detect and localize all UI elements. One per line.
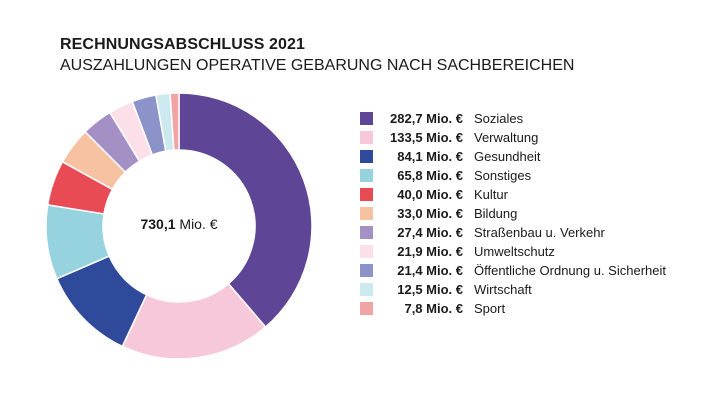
legend-item: 65,8 Mio. € Sonstiges bbox=[360, 166, 666, 185]
legend-item: 33,0 Mio. € Bildung bbox=[360, 204, 666, 223]
legend-swatch bbox=[360, 112, 373, 125]
legend-swatch bbox=[360, 245, 373, 258]
legend-item: 21,9 Mio. € Umweltschutz bbox=[360, 242, 666, 261]
legend-swatch bbox=[360, 150, 373, 163]
legend-label: Sport bbox=[474, 301, 506, 316]
legend-label: Öffentliche Ordnung u. Sicherheit bbox=[474, 263, 666, 278]
legend-label: Sonstiges bbox=[474, 168, 532, 183]
legend-item: 84,1 Mio. € Gesundheit bbox=[360, 147, 666, 166]
legend-value: 84,1 Mio. € bbox=[397, 149, 463, 164]
legend-label: Gesundheit bbox=[474, 149, 541, 164]
legend-value: 21,9 Mio. € bbox=[397, 244, 463, 259]
legend-swatch bbox=[360, 226, 373, 239]
legend-value: 27,4 Mio. € bbox=[397, 225, 463, 240]
legend-label: Soziales bbox=[474, 111, 524, 126]
legend-item: 7,8 Mio. € Sport bbox=[360, 299, 666, 318]
legend-swatch bbox=[360, 131, 373, 144]
legend-label: Kultur bbox=[474, 187, 508, 202]
legend-swatch bbox=[360, 169, 373, 182]
legend-value: 7,8 Mio. € bbox=[404, 301, 463, 316]
legend-item: 27,4 Mio. € Straßenbau u. Verkehr bbox=[360, 223, 666, 242]
total-value: 730,1 bbox=[140, 216, 176, 232]
legend-swatch bbox=[360, 188, 373, 201]
legend-swatch bbox=[360, 264, 373, 277]
legend-value: 12,5 Mio. € bbox=[397, 282, 463, 297]
legend-value: 282,7 Mio. € bbox=[390, 111, 463, 126]
legend-value: 133,5 Mio. € bbox=[390, 130, 463, 145]
legend-swatch bbox=[360, 207, 373, 220]
total-label: 730,1 Mio. € bbox=[104, 216, 254, 232]
legend-item: 40,0 Mio. € Kultur bbox=[360, 185, 666, 204]
legend-swatch bbox=[360, 283, 373, 296]
legend-swatch bbox=[360, 302, 373, 315]
donut-slice-10 bbox=[169, 92, 180, 151]
legend-label: Umweltschutz bbox=[474, 244, 555, 259]
legend-value: 33,0 Mio. € bbox=[397, 206, 463, 221]
legend-item: 21,4 Mio. € Öffentliche Ordnung u. Sicher… bbox=[360, 261, 666, 280]
legend-label: Verwaltung bbox=[474, 130, 539, 145]
legend: 282,7 Mio. € Soziales 133,5 Mio. € Verwaltu… bbox=[360, 109, 666, 318]
legend-item: 282,7 Mio. € Soziales bbox=[360, 109, 666, 128]
total-unit: Mio. € bbox=[179, 216, 218, 232]
legend-label: Wirtschaft bbox=[474, 282, 532, 297]
legend-value: 40,0 Mio. € bbox=[397, 187, 463, 202]
legend-label: Straßenbau u. Verkehr bbox=[474, 225, 605, 240]
legend-value: 65,8 Mio. € bbox=[397, 168, 463, 183]
donut-slice-0 bbox=[178, 92, 313, 329]
chart-title: RECHNUNGSABSCHLUSS 2021 bbox=[60, 36, 306, 53]
chart-subtitle: AUSZAHLUNGEN OPERATIVE GEBARUNG NACH SAC… bbox=[60, 57, 575, 74]
legend-item: 133,5 Mio. € Verwaltung bbox=[360, 128, 666, 147]
legend-item: 12,5 Mio. € Wirtschaft bbox=[360, 280, 666, 299]
legend-label: Bildung bbox=[474, 206, 518, 221]
legend-value: 21,4 Mio. € bbox=[397, 263, 463, 278]
